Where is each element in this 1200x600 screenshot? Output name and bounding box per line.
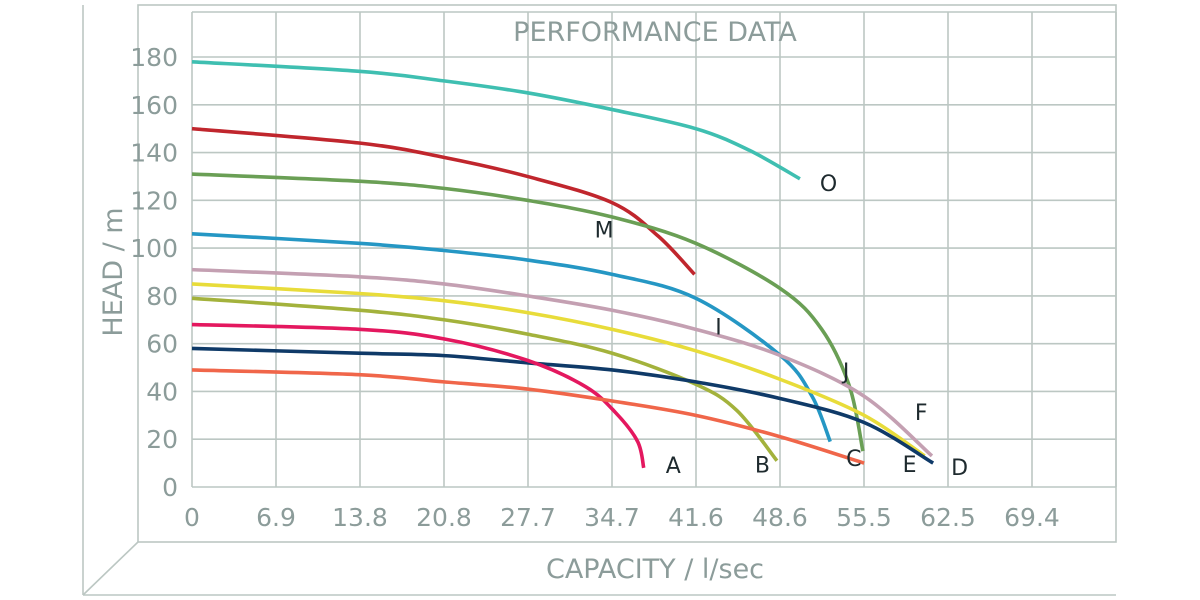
curves xyxy=(191,59,935,469)
y-tick-label: 60 xyxy=(146,330,178,359)
curve-i xyxy=(191,231,832,443)
curve-label-m: M xyxy=(595,218,614,243)
y-tick-label: 140 xyxy=(130,139,178,168)
y-tick-label: 20 xyxy=(146,425,178,454)
curve-labels: O M J I F E B D A C xyxy=(595,172,969,481)
curve-f xyxy=(191,267,934,458)
y-tick-label: 40 xyxy=(146,377,178,406)
y-tick-label: 160 xyxy=(130,91,178,120)
curve-label-c: C xyxy=(846,447,861,472)
x-tick-label: 20.8 xyxy=(416,503,472,532)
curve-label-d: D xyxy=(951,456,968,481)
x-tick-labels: 0 6.9 13.8 20.8 27.7 34.7 41.6 48.6 55.5 62.5 69.4 xyxy=(184,503,1060,532)
y-tick-label: 80 xyxy=(146,282,178,311)
x-tick-label: 34.7 xyxy=(584,503,640,532)
x-tick-label: 48.6 xyxy=(752,503,808,532)
curve-e xyxy=(191,282,926,458)
curve-d xyxy=(191,346,935,465)
x-tick-label: 69.4 xyxy=(1004,503,1060,532)
y-tick-label: 120 xyxy=(130,186,178,215)
y-tick-label: 180 xyxy=(130,43,178,72)
y-tick-label: 100 xyxy=(130,234,178,263)
x-tick-label: 41.6 xyxy=(668,503,724,532)
chart-title: PERFORMANCE DATA xyxy=(513,17,797,48)
perspective-edge xyxy=(82,541,139,596)
curve-label-f: F xyxy=(915,401,928,426)
x-tick-label: 6.9 xyxy=(256,503,296,532)
x-tick-label: 62.5 xyxy=(920,503,976,532)
curve-label-i: I xyxy=(715,316,722,341)
x-tick-label: 13.8 xyxy=(332,503,388,532)
curve-j xyxy=(191,172,865,452)
curve-label-j: J xyxy=(841,360,850,385)
curve-o xyxy=(191,59,801,181)
curve-a xyxy=(191,322,646,469)
x-tick-label: 55.5 xyxy=(836,503,892,532)
x-axis-label: CAPACITY / l/sec xyxy=(546,554,764,585)
y-tick-labels: 0 20 40 60 80 100 120 140 160 180 xyxy=(130,43,178,502)
curve-m xyxy=(191,126,696,276)
y-tick-label: 0 xyxy=(162,473,178,502)
x-tick-label: 0 xyxy=(184,503,200,532)
x-tick-label: 27.7 xyxy=(500,503,556,532)
curve-label-b: B xyxy=(755,454,770,479)
grid xyxy=(191,11,1117,488)
curve-b xyxy=(191,296,779,462)
curve-label-a: A xyxy=(666,454,681,479)
y-axis-label: HEAD / m xyxy=(98,207,129,336)
curve-label-o: O xyxy=(820,172,837,197)
curve-label-e: E xyxy=(903,453,917,478)
curve-c xyxy=(191,368,865,465)
